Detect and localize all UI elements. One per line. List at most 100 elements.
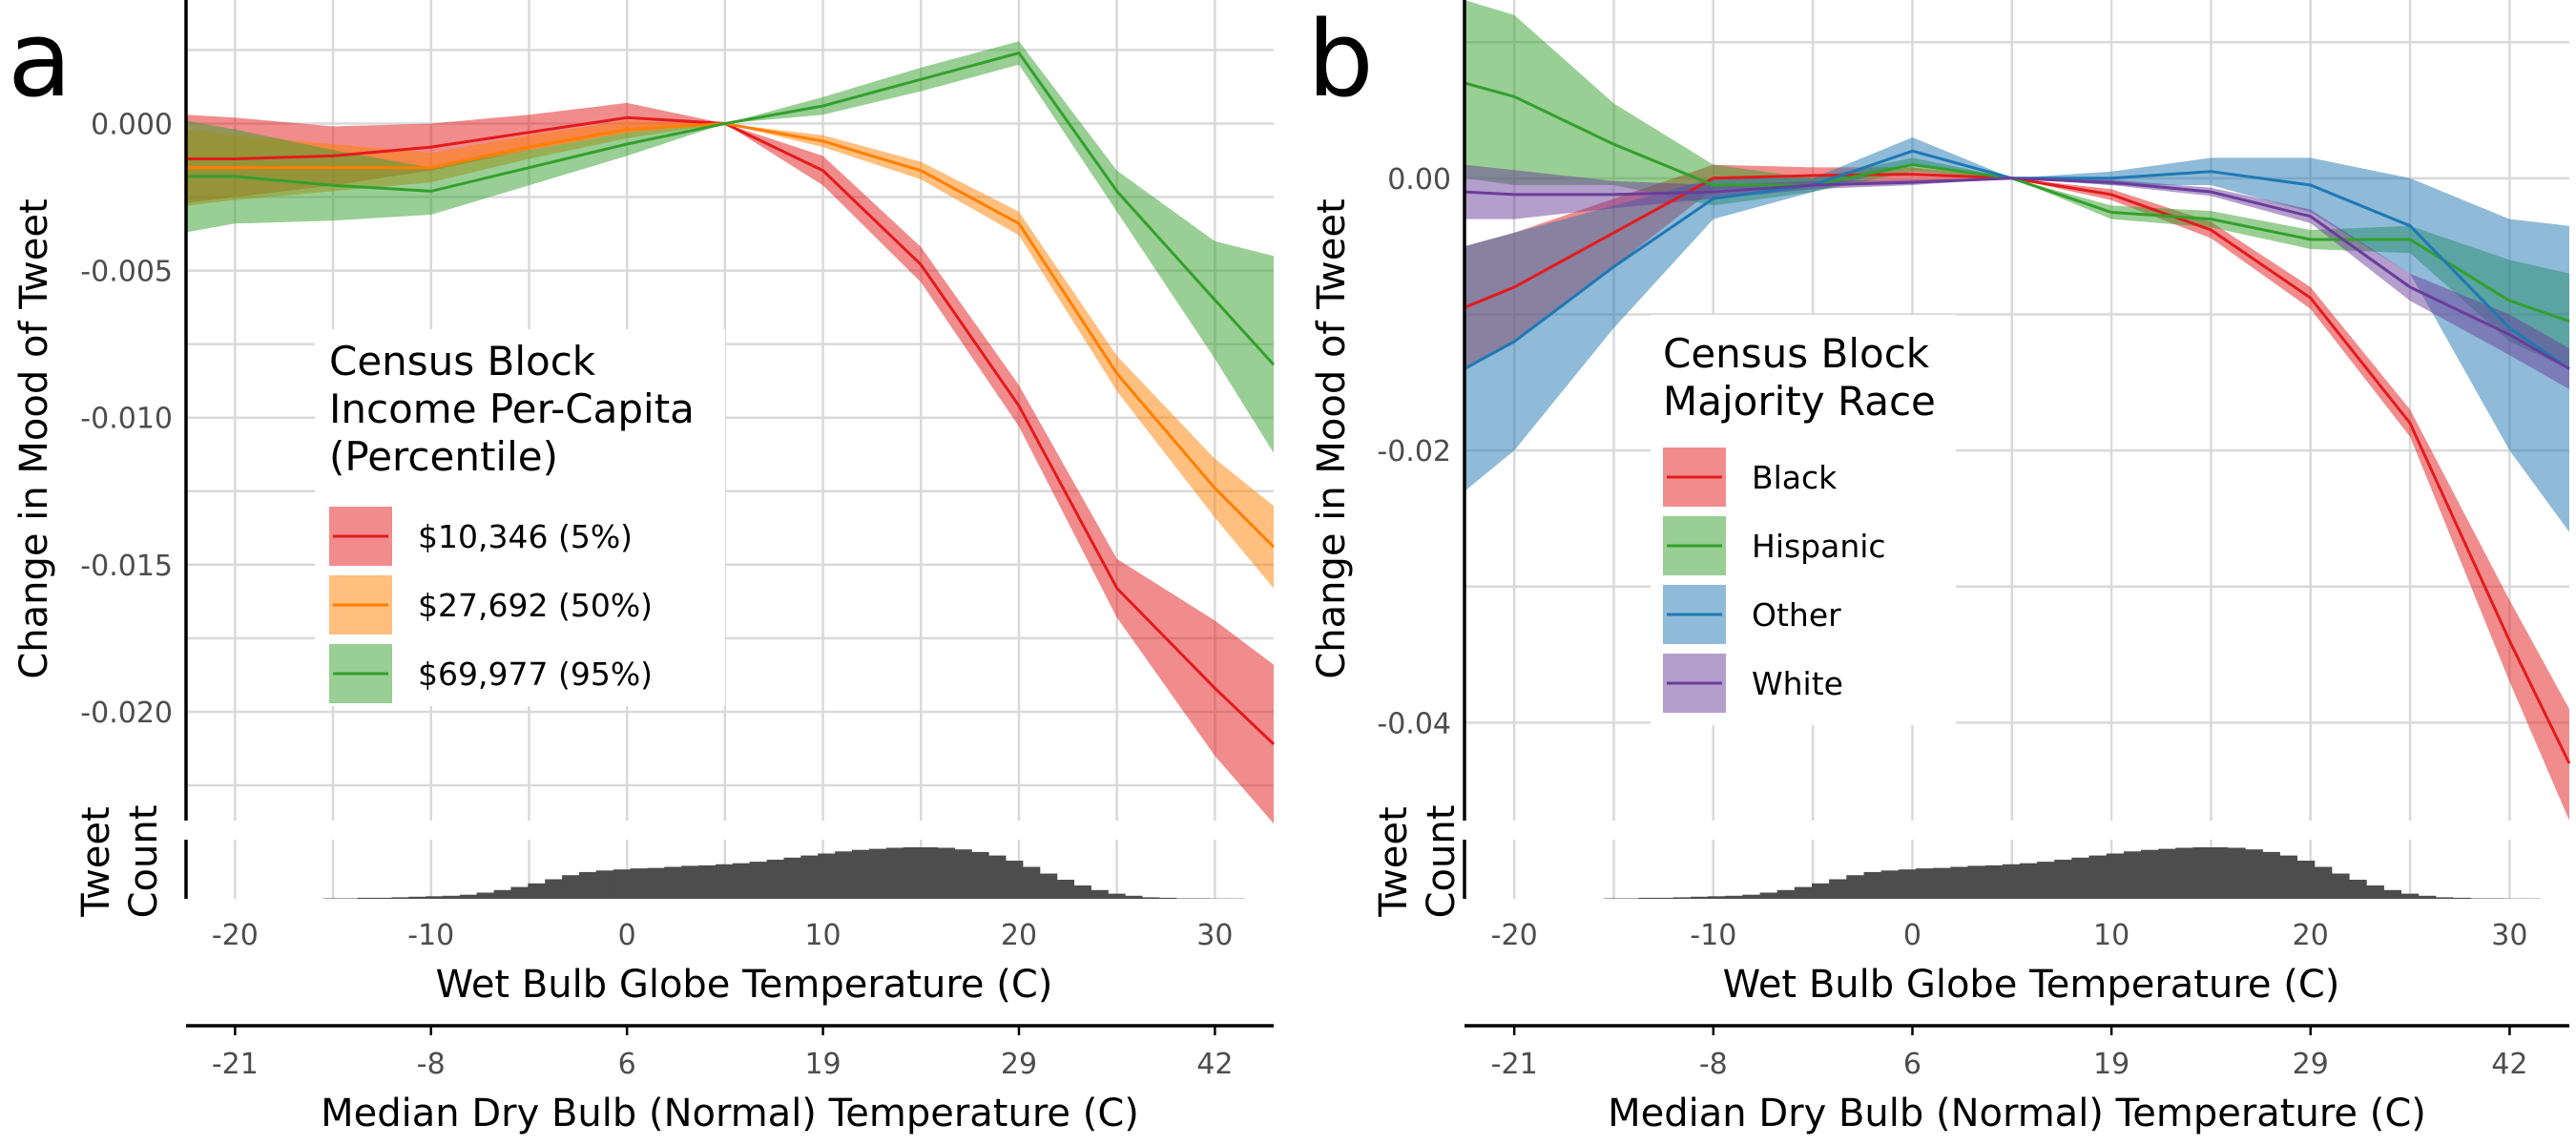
x-tick-label: -10 [407,919,454,952]
hist-bar [2123,851,2142,899]
series-line-3 [1464,177,2570,370]
hist-bar [1880,870,1900,899]
x2-tick-label: 19 [2093,1048,2129,1081]
hist-bar [2435,897,2454,899]
x-axis-title: Wet Bulb Globe Temperature (C) [436,963,1053,1007]
hist-bar [2210,847,2229,899]
hist-bar [1108,893,1126,899]
hist-bar [595,870,614,899]
hist-bar [476,892,495,899]
legend-entry-label: $69,977 (95%) [418,656,653,693]
hist-bar [1690,896,1709,899]
x2-tick-label: -21 [1491,1048,1538,1081]
legend-entry-label: Other [1752,596,1841,634]
hist-bar [1073,885,1091,899]
x2-tick-label: 29 [2293,1048,2329,1081]
hist-bar [664,866,682,899]
hist-label-line1: Tweet [74,806,118,917]
x2-tick-label: -21 [212,1048,259,1081]
hist-bar [1829,879,1847,899]
hist-bar [1672,897,1692,899]
y-tick-label: -0.02 [1377,435,1451,468]
hist-label-line2: Count [1420,805,1464,919]
series-line-2 [186,51,1276,366]
y-axis-title: Change in Mood of Tweet [12,198,56,678]
x-tick-label: -20 [212,919,259,952]
hist-bar [2054,860,2072,899]
hist-bar [818,853,836,899]
hist-bar [2141,849,2159,899]
hist-bar [1846,875,1865,899]
hist-bar [2383,889,2402,899]
y-tick-label: -0.020 [80,697,173,730]
panel-a: 0.000 -0.005 -0.010 -0.015 -0.020 -20 -10 0 10 20… [8,0,1276,1135]
y-tick-label: 0.00 [1387,163,1451,197]
hist-bar [1967,865,1986,899]
hist-bar [647,867,665,899]
hist-bar [613,869,632,899]
hist-bar [2348,880,2367,899]
hist-bar [2400,893,2420,899]
hist-bar [1141,897,1160,899]
x2-tick-label: 42 [1196,1048,1233,1081]
hist-bar [2002,864,2021,899]
histogram [1604,847,2541,899]
hist-bar [1604,898,1622,899]
legend-entry-label: $27,692 (50%) [418,587,653,624]
hist-bar [1950,866,1969,899]
hist-bar [2192,847,2212,899]
hist-bar [1056,880,1074,899]
hist-bar [2088,855,2108,899]
hist-bar [2470,898,2488,899]
hist-bar [749,862,768,899]
hist-bar [1091,889,1109,899]
hist-bar [2331,873,2350,899]
x-tick-label: -10 [1690,919,1736,952]
legend-title-line: Majority Race [1663,378,1936,425]
panel-letter: b [1307,0,1374,120]
hist-bar [2366,885,2384,899]
hist-bar [2245,849,2263,899]
hist-bar [2106,853,2125,899]
x2-tick-label: 19 [804,1048,841,1081]
hist-bar [1193,898,1212,899]
hist-bar [1039,873,1058,899]
x2-tick-label: -8 [417,1048,446,1081]
hist-bar [1125,895,1143,899]
panel-letter: a [8,0,72,120]
hist-bar [2037,862,2055,899]
hist-bar [868,848,887,899]
hist-bar [2452,897,2471,899]
hist-bar [562,875,580,899]
hist-bar [800,855,819,899]
hist-bar [835,851,853,899]
hist-bar [1984,864,2004,899]
series-band-3 [1465,164,2569,389]
hist-label-line2: Count [122,805,166,919]
legend-entry-label: $10,346 (5%) [418,518,633,555]
hist-bar [681,865,699,899]
hist-bar [2158,848,2176,899]
x2-tick-label: 29 [1001,1048,1037,1081]
hist-bar [2175,847,2194,899]
y-tick-label: 0.000 [91,108,173,141]
y-tick-label: -0.010 [80,403,173,436]
hist-bar [1158,897,1177,899]
hist-bar [2487,898,2505,899]
hist-bar [1812,883,1830,899]
hist-bar [1175,898,1195,899]
hist-bar [1898,869,1917,899]
x2-tick-label: 6 [1903,1048,1922,1081]
hist-bar [528,883,546,899]
hist-bar [971,851,989,899]
x2-tick-label: 6 [618,1048,636,1081]
hist-bar [885,847,904,899]
hist-bar [2418,895,2437,899]
y-tick-label: -0.015 [80,550,173,583]
hist-bar [1005,861,1024,899]
legend-entry-label: Black [1752,459,1838,496]
legend-title-line: Census Block [329,338,596,385]
hist-bar [698,864,717,899]
secondary-x-axis-title: Median Dry Bulb (Normal) Temperature (C) [321,1092,1139,1135]
